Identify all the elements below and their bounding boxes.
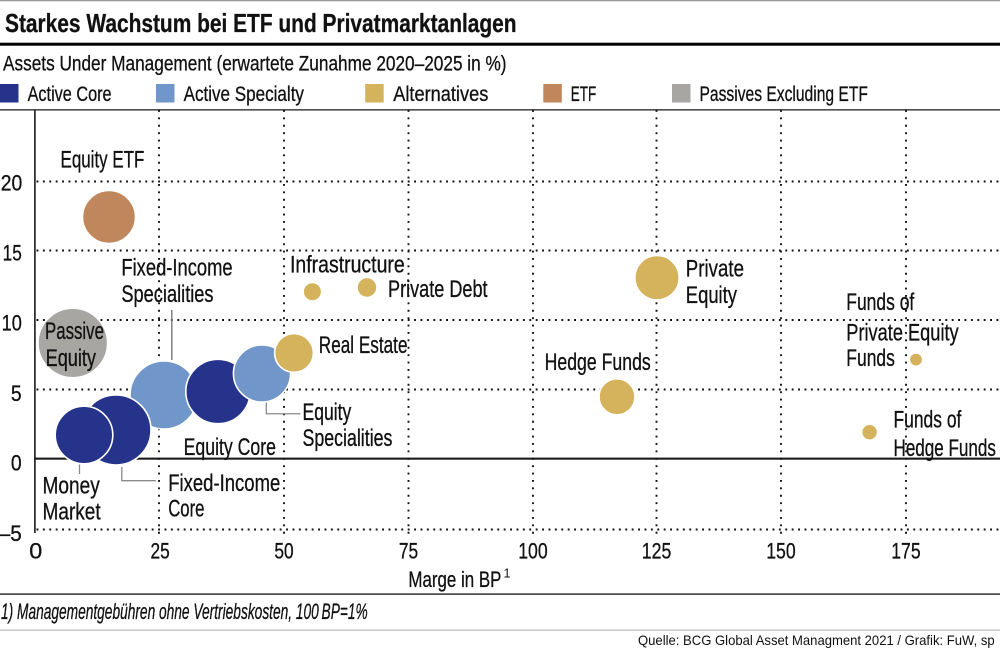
svg-text:Private Debt: Private Debt: [388, 276, 488, 303]
svg-text:0: 0: [29, 538, 42, 564]
svg-text:Infrastructure: Infrastructure: [290, 250, 405, 277]
svg-text:Starkes Wachstum bei ETF und P: Starkes Wachstum bei ETF und Privatmarkt…: [5, 9, 517, 38]
svg-text:Fixed-Income: Fixed-Income: [121, 254, 232, 281]
svg-text:Hedge Funds: Hedge Funds: [894, 435, 996, 462]
svg-text:Funds of: Funds of: [894, 407, 962, 433]
svg-text:Passives Excluding ETF: Passives Excluding ETF: [700, 82, 868, 106]
svg-text:Active Core: Active Core: [28, 82, 112, 105]
svg-text:10: 10: [2, 311, 22, 336]
svg-text:–5: –5: [0, 520, 22, 546]
svg-text:1: 1: [504, 567, 511, 581]
svg-text:Equity: Equity: [303, 399, 352, 425]
svg-text:Money: Money: [43, 471, 100, 499]
svg-text:Funds of: Funds of: [846, 289, 914, 315]
svg-text:5: 5: [11, 382, 22, 407]
svg-text:Passive: Passive: [45, 318, 104, 345]
svg-text:150: 150: [766, 539, 795, 563]
svg-text:50: 50: [274, 539, 293, 564]
svg-text:Equity: Equity: [46, 344, 97, 371]
svg-text:175: 175: [891, 539, 920, 563]
svg-text:Equity Core: Equity Core: [184, 435, 276, 461]
svg-text:Private: Private: [686, 255, 744, 282]
svg-text:125: 125: [642, 539, 671, 563]
svg-text:Specialities: Specialities: [303, 425, 393, 451]
svg-text:20: 20: [1, 171, 22, 196]
svg-text:Specialities: Specialities: [121, 281, 213, 308]
svg-text:Alternatives: Alternatives: [393, 83, 488, 106]
svg-text:100: 100: [518, 539, 547, 563]
svg-text:Fixed-Income: Fixed-Income: [168, 470, 280, 497]
svg-text:75: 75: [399, 539, 418, 564]
svg-text:Assets Under Management (erwar: Assets Under Management (erwartete Zunah…: [3, 52, 507, 76]
svg-text:25: 25: [151, 539, 170, 564]
svg-text:0: 0: [11, 451, 22, 476]
svg-text:Funds: Funds: [846, 345, 895, 371]
svg-text:Market: Market: [43, 497, 101, 525]
svg-text:Core: Core: [168, 496, 204, 523]
svg-text:15: 15: [3, 242, 22, 267]
svg-text:ETF: ETF: [571, 82, 597, 106]
svg-text:Active Specialty: Active Specialty: [184, 83, 305, 106]
svg-text:Equity: Equity: [686, 282, 737, 309]
svg-text:Hedge Funds: Hedge Funds: [545, 350, 651, 376]
svg-text:Equity ETF: Equity ETF: [61, 147, 145, 174]
svg-text:Real Estate: Real Estate: [319, 332, 408, 358]
svg-text:Private Equity: Private Equity: [846, 319, 959, 346]
svg-text:1) Managementgebühren ohne Ver: 1) Managementgebühren ohne Vertriebskost…: [1, 598, 368, 623]
svg-text:Quelle: BCG Global Asset Manag: Quelle: BCG Global Asset Managment 2021 …: [638, 633, 995, 648]
svg-text:Marge in BP: Marge in BP: [408, 568, 501, 593]
